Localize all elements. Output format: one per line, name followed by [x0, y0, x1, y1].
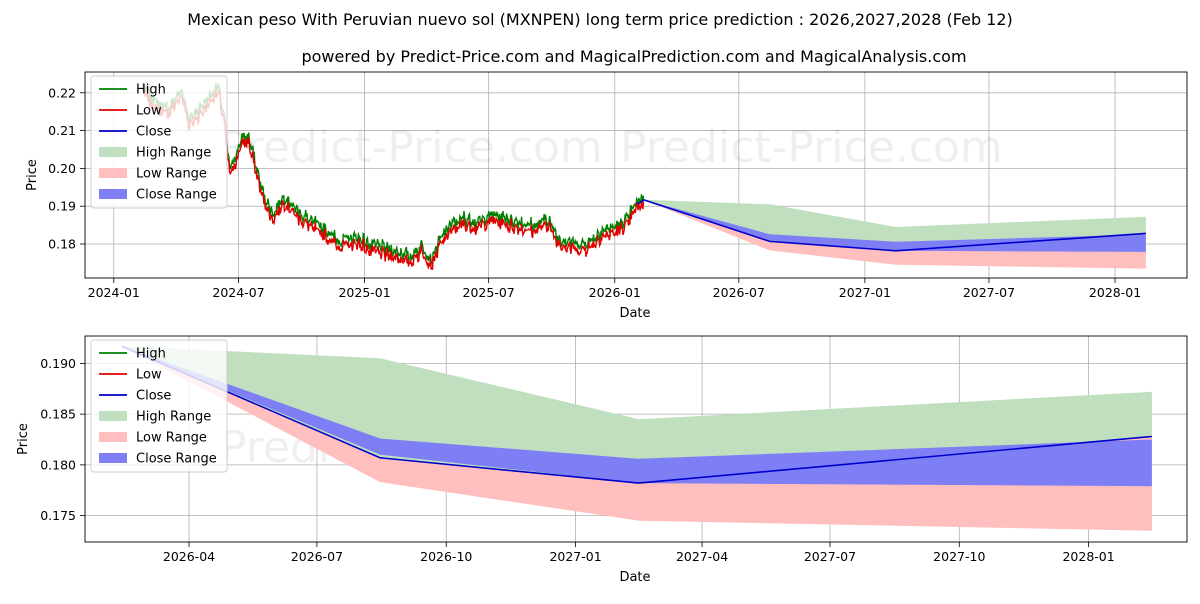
x-tick-label: 2027-07 — [963, 285, 1015, 300]
x-tick-label: 2026-07 — [713, 285, 765, 300]
x-axis-label: Date — [619, 570, 650, 585]
x-tick-label: 2026-04 — [163, 549, 215, 564]
plot-area — [121, 345, 1152, 531]
legend-low-range-label: Low Range — [136, 431, 207, 446]
chart-title: Mexican peso With Peruvian nuevo sol (MX… — [187, 10, 1013, 29]
legend-close-range-label: Close Range — [136, 188, 217, 203]
x-tick-label: 2026-01 — [589, 285, 641, 300]
x-tick-label: 2027-07 — [804, 549, 856, 564]
legend-high-range-swatch — [99, 411, 127, 421]
watermark-text: Predict-Price.com — [220, 272, 603, 323]
y-tick-label: 0.180 — [40, 457, 76, 472]
legend-close-range-swatch — [99, 189, 127, 199]
watermark-text: Predict-Price.com — [620, 272, 1003, 323]
bottom-panel: 2026-04 2026-07 2026-10 2027-01 2027-04 2027-… — [16, 335, 1188, 585]
y-tick-label: 0.190 — [40, 356, 76, 371]
y-tick-label: 0.20 — [48, 161, 76, 176]
legend-close-range-label: Close Range — [136, 452, 217, 467]
y-tick-label: 0.22 — [48, 85, 76, 100]
y-tick-label: 0.175 — [40, 508, 76, 523]
legend-high-range-label: High Range — [136, 410, 211, 425]
y-tick-label: 0.185 — [40, 407, 76, 422]
close-line — [121, 345, 1152, 484]
close-range-area — [121, 346, 1152, 487]
x-tick-label: 2027-04 — [676, 549, 728, 564]
x-tick-label: 2027-01 — [549, 549, 601, 564]
close-line — [643, 199, 1146, 252]
legend-close-label: Close — [136, 125, 171, 140]
legend-low-range-swatch — [99, 432, 127, 442]
x-tick-label: 2026-07 — [291, 549, 343, 564]
legend-low-range-label: Low Range — [136, 167, 207, 182]
y-axis-label: Price — [16, 423, 31, 455]
close-range-area — [643, 199, 1146, 252]
axes-frame — [84, 71, 1188, 279]
legend-close-range-swatch — [99, 453, 127, 463]
x-tick-label: 2025-01 — [338, 285, 390, 300]
legend-high-range-label: High Range — [136, 146, 211, 161]
x-tick-label: 2025-07 — [463, 285, 515, 300]
chart-subtitle: powered by Predict-Price.com and Magical… — [301, 47, 966, 66]
legend-low-label: Low — [136, 368, 162, 383]
x-axis-label: Date — [619, 306, 650, 321]
legend-close-label: Close — [136, 389, 171, 404]
top-panel: 2024-01 2024-07 2025-01 2025-07 2026-01 2026-… — [25, 71, 1188, 323]
watermark: Predict-Price.com Predict-Price.com Predic… — [220, 122, 1003, 323]
y-tick-label: 0.18 — [48, 236, 76, 251]
legend-high-label: High — [136, 83, 166, 98]
legend: High Low Close High Range Low Range Close Ran… — [90, 339, 228, 473]
low-range-area — [643, 199, 1146, 269]
x-tick-label: 2028-01 — [1062, 549, 1114, 564]
close-line-join — [637, 199, 645, 205]
x-tick-label: 2024-01 — [88, 285, 140, 300]
legend-low-range-swatch — [99, 168, 127, 178]
axes-frame — [84, 335, 1188, 543]
watermark-text: Predict-Price.com — [620, 122, 1003, 173]
y-tick-label: 0.19 — [48, 199, 76, 214]
x-tick-label: 2027-10 — [933, 549, 985, 564]
legend-high-range-swatch — [99, 147, 127, 157]
x-tick-label: 2024-07 — [212, 285, 264, 300]
watermark-text: Predict-Price.com — [220, 122, 603, 173]
y-tick-label: 0.21 — [48, 123, 76, 138]
x-tick-label: 2027-01 — [839, 285, 891, 300]
x-tick-label: 2028-01 — [1089, 285, 1141, 300]
y-axis-label: Price — [25, 159, 40, 191]
x-tick-label: 2026-10 — [420, 549, 472, 564]
legend: High Low Close High Range Low Range Close Ran… — [90, 75, 228, 209]
legend-high-label: High — [136, 347, 166, 362]
plot-area — [141, 82, 1146, 271]
legend-low-label: Low — [136, 104, 162, 119]
